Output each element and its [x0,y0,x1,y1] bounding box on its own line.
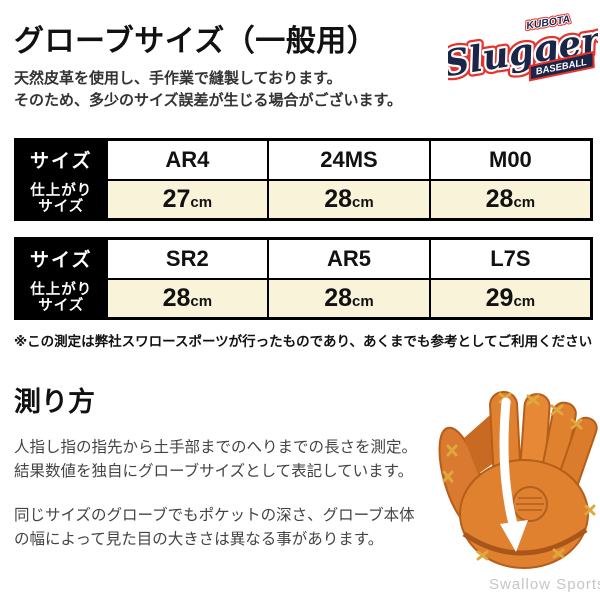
finished-size-label-cell: 仕上がり サイズ [14,178,108,221]
table-row: 仕上がり サイズ 27cm 28cm 28cm [14,178,593,221]
size-value: 28 [324,283,353,312]
page-title: グローブサイズ（一般用） [14,25,378,58]
size-value-cell: 28cm [105,277,270,320]
measure-p2-line1: 同じサイズのグローブでもポケットの深さ、グローブ本体 [14,507,415,524]
size-value: 28 [485,184,514,213]
size-unit: cm [352,292,374,310]
intro-line-2: そのため、多少のサイズ誤差が生じる場合がございます。 [14,92,403,109]
size-unit: cm [352,193,374,211]
finished-size-label-line2: サイズ [38,298,85,315]
size-value-cell: 28cm [267,178,431,221]
table-row: サイズ AR4 24MS M00 [14,138,593,181]
size-unit: cm [190,193,213,211]
size-value-cell: 28cm [428,178,593,221]
slugger-logo-graphic: Slugger Slugger Slugger KUBOTA KUBOTA KU… [436,11,600,90]
size-code-cell: AR5 [267,237,431,280]
measure-paragraph-1: 人指し指の指先から土手部までのへりまでの長さを測定。 結果数値を独自にグローブサ… [14,436,444,484]
measure-p2-line2: の幅によって見た目の大きさは異なる事があります。 [14,531,384,548]
finished-size-label-line1: 仕上がり [30,183,93,200]
size-table-1: サイズ AR4 24MS M00 仕上がり サイズ 27cm 28cm 28cm [14,138,593,221]
table-row: 仕上がり サイズ 28cm 28cm 29cm [14,277,593,320]
size-value: 27 [162,184,191,213]
finished-size-label-line1: 仕上がり [30,282,93,299]
logo-brand-text: Slugger [448,19,598,86]
size-value-cell: 29cm [428,277,593,320]
measure-p1-line1: 人指し指の指先から土手部までのへりまでの長さを測定。 [14,439,418,456]
measurement-arrow-head [500,520,528,552]
finished-size-label-cell: 仕上がり サイズ [14,277,108,320]
size-unit: cm [513,193,536,211]
size-code-cell: 24MS [267,138,431,181]
measure-p1-line2: 結果数値を独自にグローブサイズとして表記しています。 [14,463,414,480]
size-code-cell: SR2 [105,237,270,280]
intro-line-1: 天然皮革を使用し、手作業で縫製しております。 [14,70,342,87]
glove-laces [442,392,596,561]
size-code-cell: AR4 [105,138,270,181]
slugger-logo: Slugger Slugger Slugger KUBOTA KUBOTA KU… [436,8,600,90]
glove-stamp-lines [516,497,544,511]
glove-illustration [438,390,598,569]
size-code-cell: L7S [428,237,593,280]
size-unit: cm [513,292,536,310]
finished-size-label-line2: サイズ [38,199,85,216]
intro-text: 天然皮革を使用し、手作業で縫製しております。 そのため、多少のサイズ誤差が生じる… [14,68,402,112]
measurement-disclaimer: ※この測定は弊社スワロースポーツが行ったものであり、あくまでも参考としてご利用く… [14,334,593,349]
logo-baseball-banner [528,50,595,82]
size-value: 29 [485,283,514,312]
size-label-cell: サイズ [14,237,108,280]
size-table-2: サイズ SR2 AR5 L7S 仕上がり サイズ 28cm 28cm 29cm [14,237,593,320]
measure-description: 人指し指の指先から土手部までのへりまでの長さを測定。 結果数値を独自にグローブサ… [14,436,444,572]
size-label-cell: サイズ [14,138,108,181]
size-value: 28 [324,184,353,213]
size-value-cell: 28cm [267,277,431,320]
measure-section-title: 測り方 [14,387,95,417]
measurement-arrow [499,397,519,533]
glove-heel-edge [462,527,588,556]
size-value: 28 [162,283,191,312]
watermark: Swallow Sports [489,576,600,593]
size-unit: cm [190,292,213,310]
size-value-cell: 27cm [105,178,270,221]
size-code-cell: M00 [428,138,593,181]
table-row: サイズ SR2 AR5 L7S [14,237,593,280]
measure-paragraph-2: 同じサイズのグローブでもポケットの深さ、グローブ本体 の幅によって見た目の大きさ… [14,504,444,552]
glove-photo [436,386,600,572]
